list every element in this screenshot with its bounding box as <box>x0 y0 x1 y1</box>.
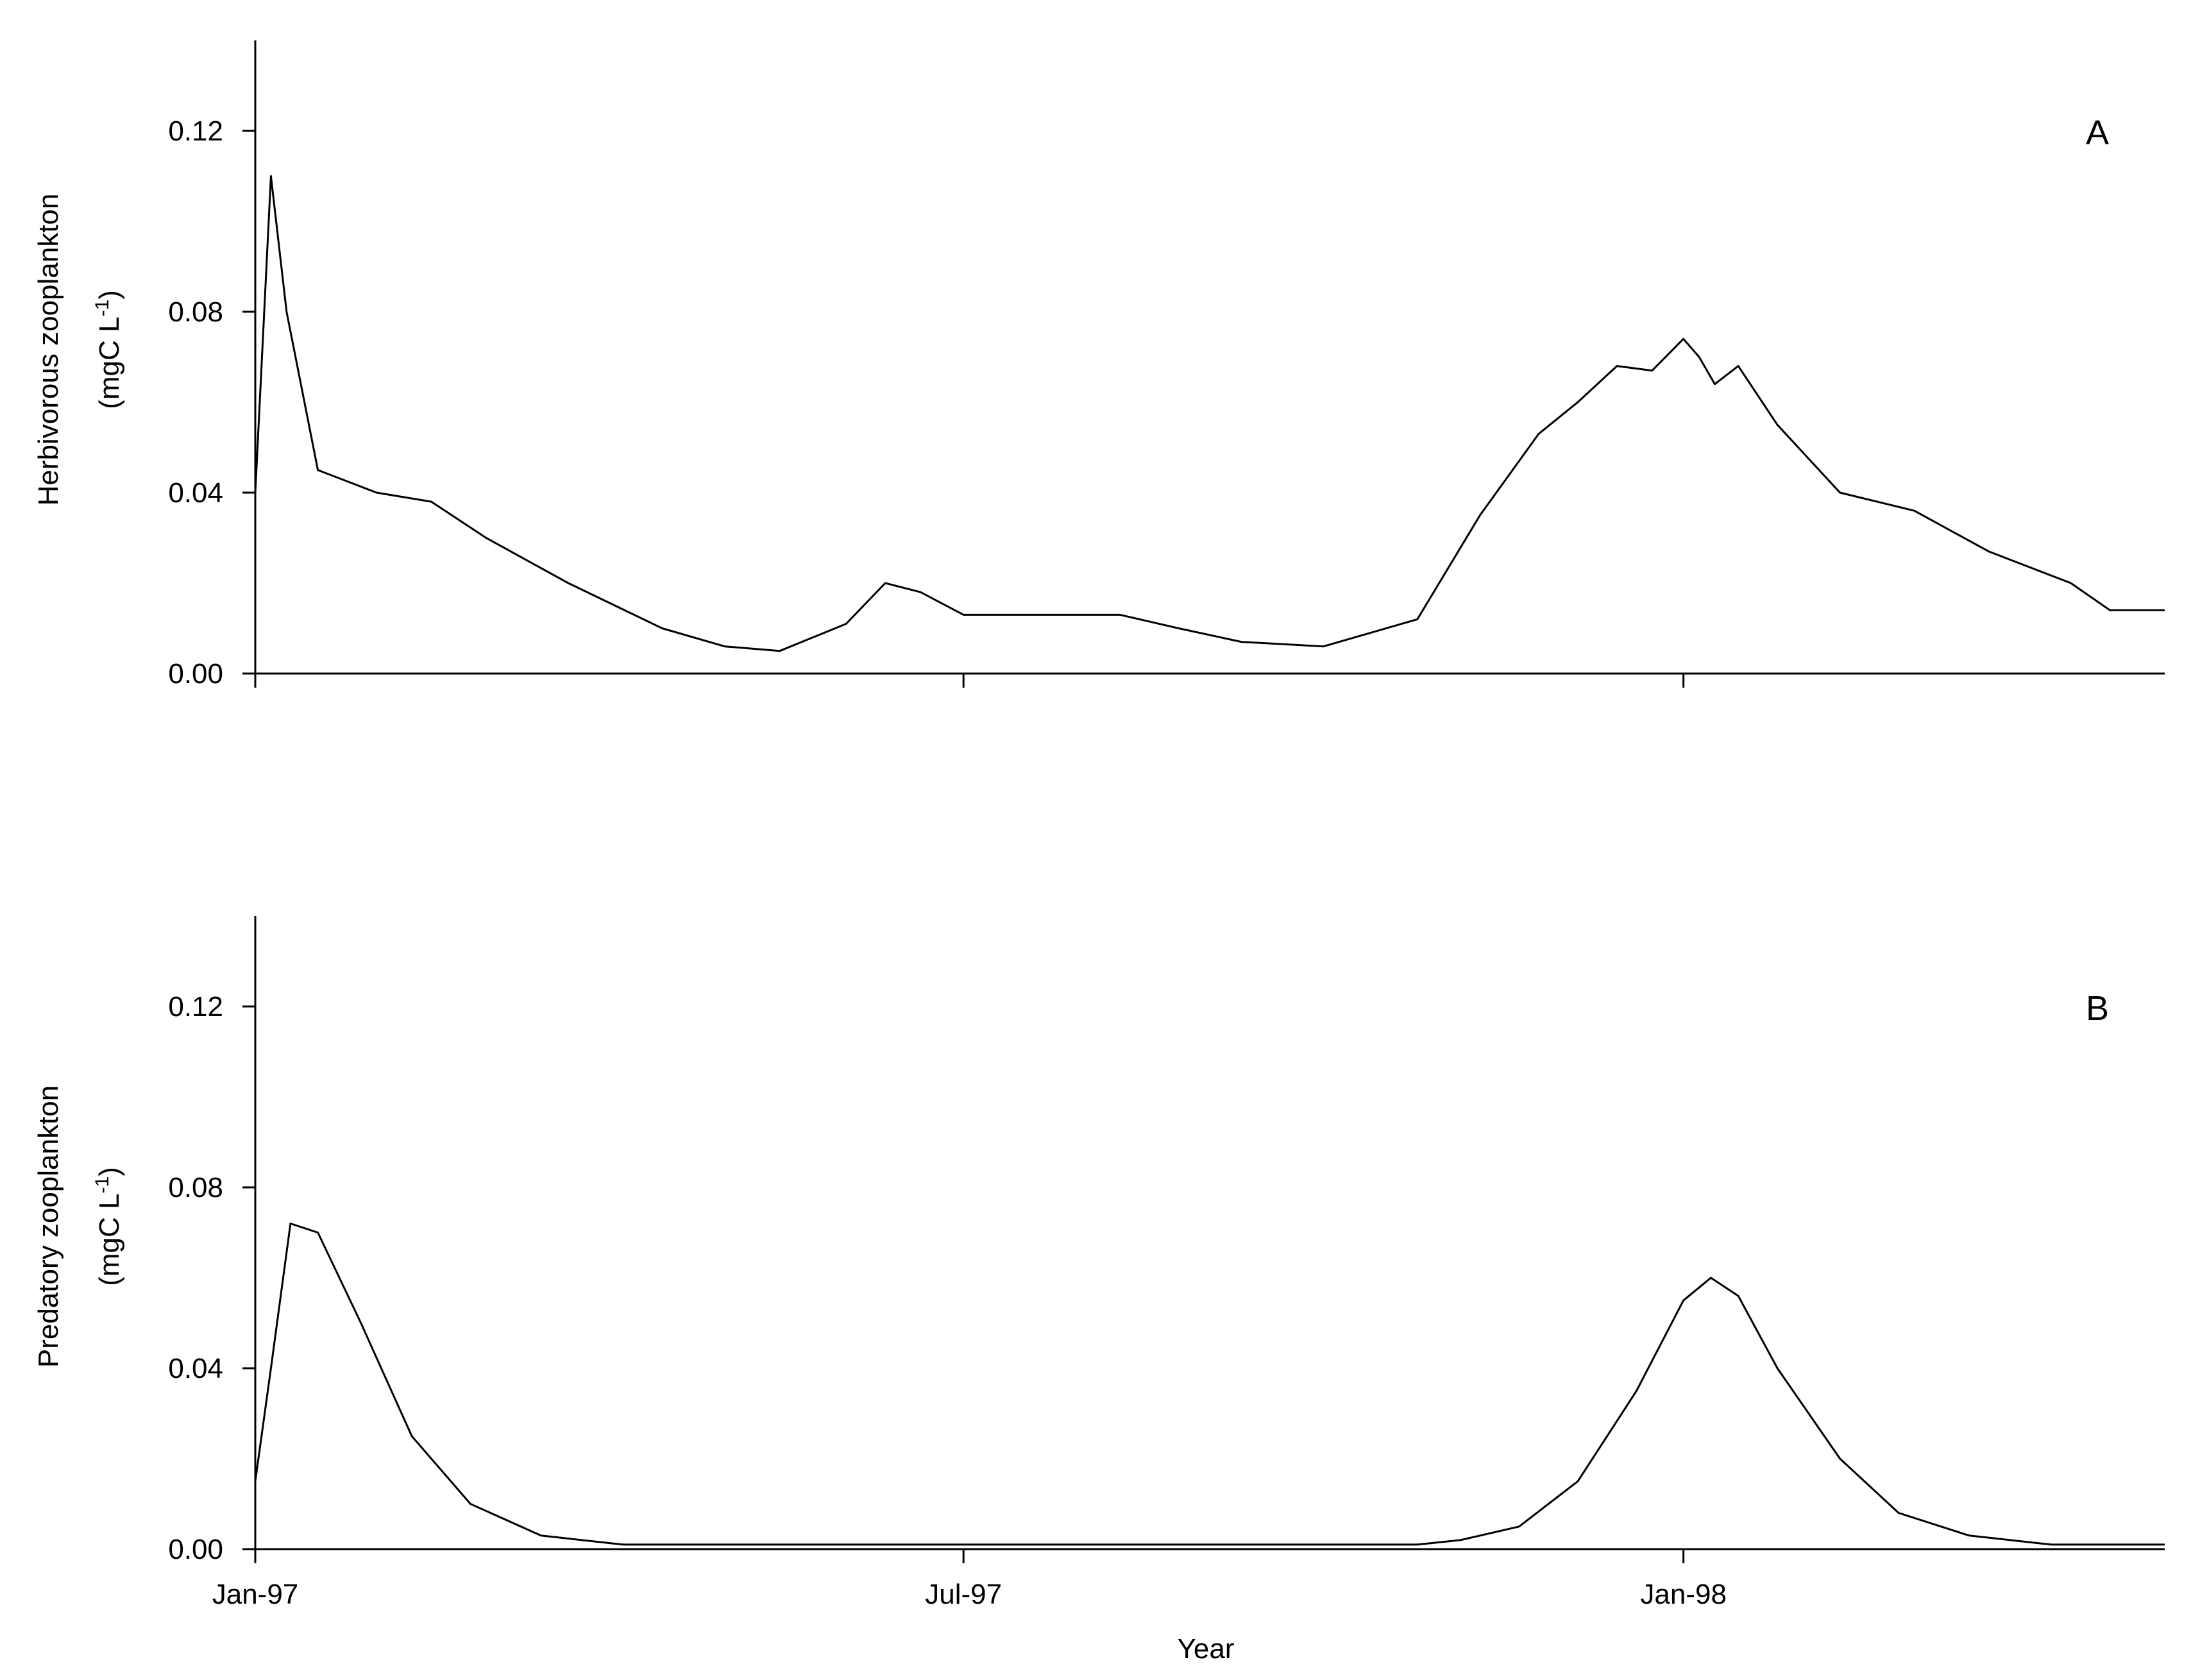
panel-a-x-ticks <box>254 674 1685 688</box>
panel-b-y-ticks: 0.00 0.04 0.08 0.12 <box>168 991 255 1565</box>
panel-a-y-axis-title: Herbivorous zooplankton <box>33 194 64 506</box>
y-tick-label: 0.00 <box>168 1534 223 1565</box>
panel-b-y-unit-close: ) <box>94 1167 125 1176</box>
y-tick-label: 0.04 <box>168 477 223 509</box>
panel-b-series <box>254 1222 2165 1546</box>
panel-a-series <box>254 175 2165 652</box>
x-axis-title: Year <box>1178 1633 1235 1665</box>
y-tick-label: 0.00 <box>168 658 223 690</box>
panel-a-y-axis-unit: (mgC L-1) <box>92 290 126 409</box>
panel-a-y-unit-exponent: -1 <box>92 300 113 317</box>
panel-b-y-axis-unit: (mgC L-1) <box>92 1167 126 1286</box>
panel-b-x-ticks: Jan-97Jul-97Jan-98Jul-98Jan-99Jul-99Jan-… <box>212 1549 1727 1610</box>
panel-b-y-axis-title: Predatory zooplankton <box>33 1085 64 1368</box>
series-line <box>254 1222 2165 1546</box>
panel-b-y-unit-exponent: -1 <box>92 1176 113 1194</box>
y-tick-label: 0.12 <box>168 991 223 1022</box>
y-tick-label: 0.08 <box>168 296 223 328</box>
x-tick-label: Jul-97 <box>925 1579 1002 1610</box>
panel-a-label: A <box>2086 114 2109 152</box>
panel-b: 0.000.040.080.12 Jan-97Jul-97Jan-98Jul-9… <box>33 916 2165 1665</box>
panel-a-y-ticks: 0.00 0.04 0.08 0.12 <box>168 115 255 690</box>
panel-b-label: B <box>2086 989 2109 1028</box>
y-tick-label: 0.08 <box>168 1172 223 1203</box>
panel-a-y-unit-close: ) <box>94 290 125 300</box>
y-tick-label: 0.04 <box>168 1353 223 1384</box>
panel-b-y-unit-base: (mgC L <box>94 1194 125 1286</box>
panel-a: 0.00 0.04 0.08 0.12 A Herbivorous zooplankt… <box>33 40 2165 690</box>
x-tick-label: Jan-97 <box>212 1579 299 1610</box>
series-line <box>254 175 2165 652</box>
y-tick-label: 0.12 <box>168 115 223 147</box>
panel-a-y-unit-base: (mgC L <box>94 317 125 409</box>
x-tick-label: Jan-98 <box>1640 1579 1727 1610</box>
